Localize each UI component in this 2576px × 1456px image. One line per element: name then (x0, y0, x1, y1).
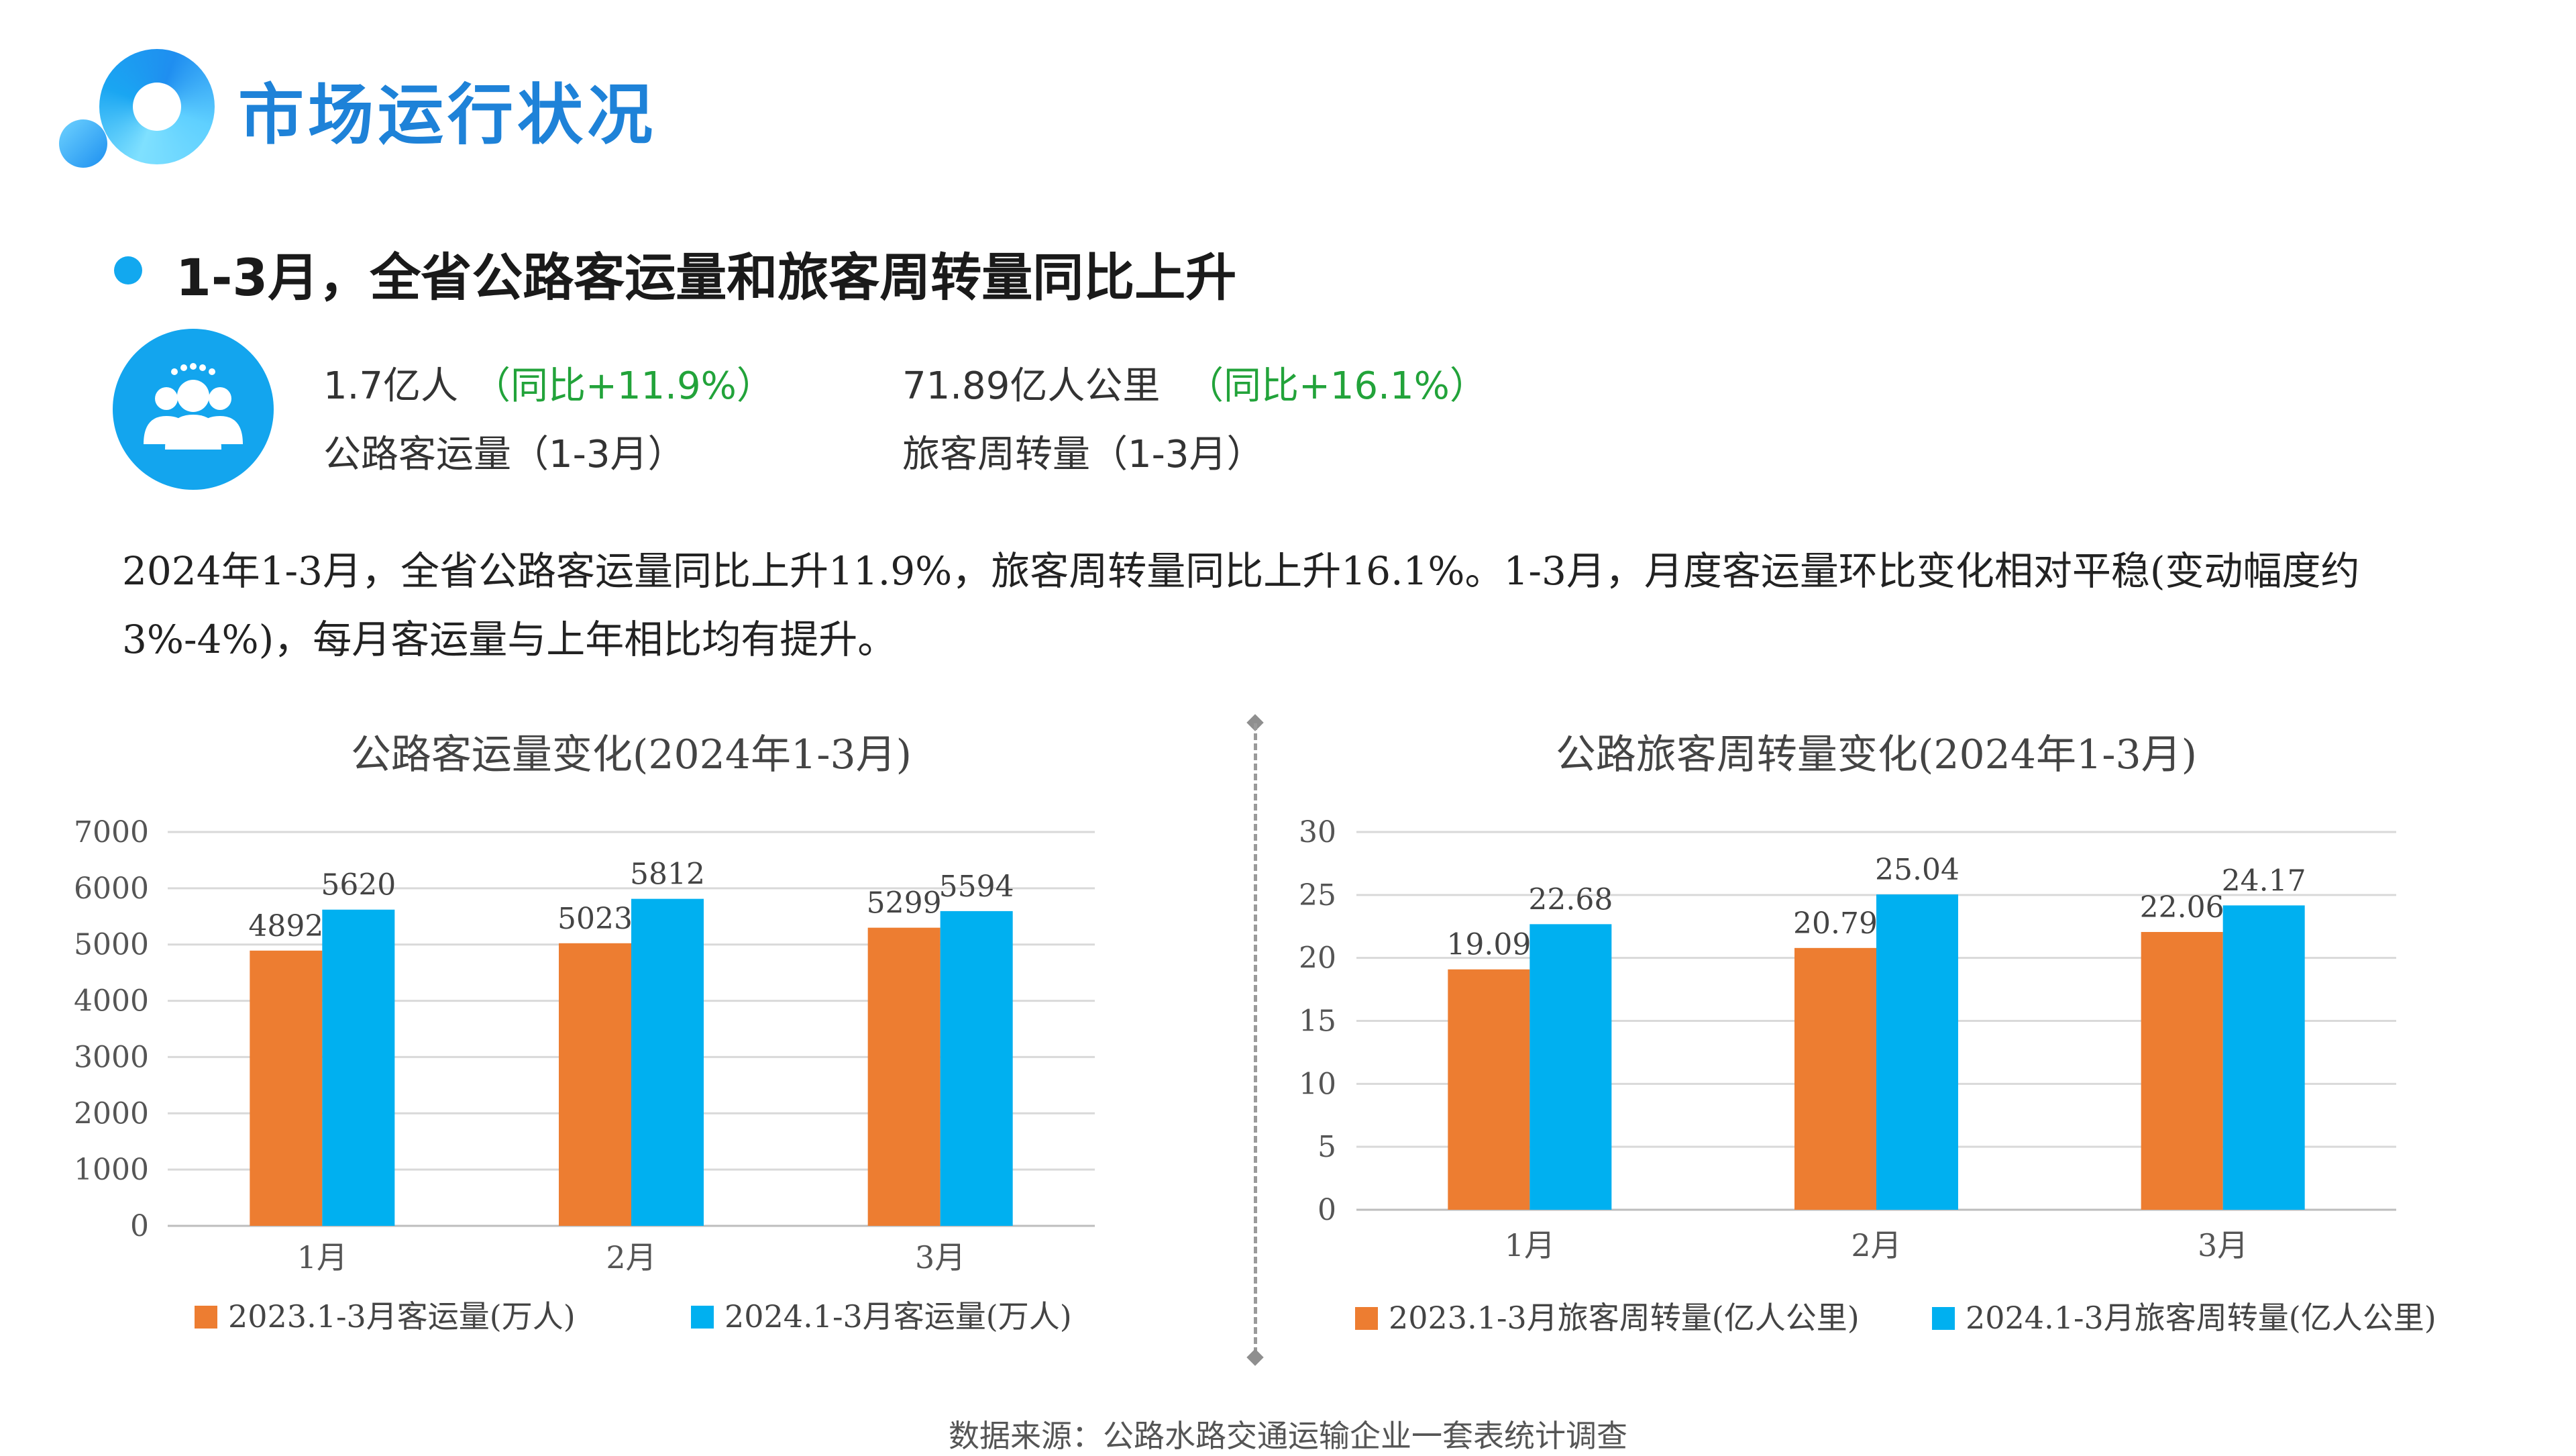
legend-swatch (1355, 1307, 1378, 1330)
y-tick-label: 4000 (74, 984, 149, 1019)
bullet-dot-icon (114, 256, 142, 284)
data-label: 5594 (939, 870, 1014, 904)
legend-label: 2024.1-3月客运量(万人) (724, 1298, 1072, 1335)
y-tick-label: 10 (1299, 1067, 1336, 1101)
y-tick-label: 1000 (74, 1153, 149, 1187)
data-source-note: 数据来源：公路水路交通运输企业一套表统计调查 (949, 1418, 1627, 1454)
data-label: 4892 (248, 909, 323, 943)
legend-swatch (691, 1306, 714, 1329)
bar-series-1 (2141, 932, 2223, 1210)
kpi-1-value: 1.7亿人 (323, 364, 459, 408)
y-tick-label: 25 (1299, 878, 1336, 913)
data-label: 5299 (867, 886, 942, 921)
bar-series-1 (1448, 969, 1530, 1210)
kpi-1-label: 公路客运量（1-3月） (323, 433, 686, 476)
bar-series-1 (1794, 947, 1876, 1210)
page-title: 市场运行状况 (238, 77, 657, 154)
kpi-2-value: 71.89亿人公里 (902, 364, 1161, 408)
bar-series-1 (250, 950, 323, 1226)
chart-title: 公路客运量变化(2024年1-3月) (351, 731, 912, 778)
y-tick-label: 2000 (74, 1096, 149, 1131)
y-tick-label: 0 (1318, 1193, 1336, 1227)
bar-series-1 (559, 943, 631, 1226)
bar-series-2 (940, 911, 1013, 1226)
x-tick-label: 1月 (1505, 1227, 1555, 1263)
data-label: 22.68 (1528, 882, 1613, 917)
passenger-turnover-chart: 公路旅客周转量变化(2024年1-3月) 0 5 10 15 20 25 30 19.09 22.… (1299, 731, 2436, 1336)
bar-series-2 (1876, 894, 1958, 1210)
chart-title: 公路旅客周转量变化(2024年1-3月) (1556, 731, 2197, 778)
legend-label: 2024.1-3月旅客周转量(亿人公里) (1966, 1300, 2436, 1336)
data-label: 25.04 (1875, 853, 1960, 887)
chart-divider (1254, 723, 1257, 1354)
y-tick-label: 15 (1299, 1004, 1336, 1039)
data-label: 24.17 (2222, 864, 2306, 898)
data-label: 5023 (557, 902, 633, 936)
bar-series-2 (631, 898, 704, 1226)
y-tick-label: 5000 (74, 928, 149, 962)
y-tick-label: 3000 (74, 1040, 149, 1074)
y-tick-label: 7000 (74, 815, 149, 849)
summary-paragraph: 2024年1-3月，全省公路客运量同比上升11.9%，旅客周转量同比上升16.1… (122, 548, 2360, 662)
x-tick-label: 3月 (915, 1239, 965, 1276)
y-tick-label: 20 (1299, 941, 1336, 976)
data-label: 5812 (630, 857, 705, 892)
kpi-2-label: 旅客周转量（1-3月） (902, 433, 1265, 476)
bar-series-2 (2222, 905, 2305, 1210)
y-tick-label: 6000 (74, 872, 149, 906)
data-label: 20.79 (1793, 906, 1878, 941)
legend-swatch (195, 1306, 217, 1329)
y-tick-label: 0 (130, 1209, 149, 1243)
people-group-icon (113, 329, 274, 490)
y-tick-label: 30 (1299, 815, 1336, 849)
kpi-2-change: （同比+16.1%） (1186, 364, 1487, 408)
legend-label: 2023.1-3月旅客周转量(亿人公里) (1389, 1300, 1860, 1336)
x-tick-label: 3月 (2198, 1227, 2248, 1263)
bar-series-2 (322, 909, 395, 1226)
data-label: 5620 (321, 868, 396, 902)
x-tick-label: 2月 (1851, 1227, 1901, 1263)
bar-series-2 (1529, 924, 1612, 1210)
data-label: 22.06 (2140, 890, 2224, 925)
logo-small-circle-icon (59, 119, 107, 168)
x-tick-label: 2月 (606, 1239, 656, 1276)
data-label: 19.09 (1446, 928, 1531, 962)
headline: 1-3月，全省公路客运量和旅客周转量同比上升 (176, 248, 1237, 307)
legend-swatch (1932, 1307, 1955, 1330)
passenger-volume-chart: 公路客运量变化(2024年1-3月) 0 1000 2000 3000 4000 5000 6… (74, 731, 1095, 1335)
x-tick-label: 1月 (297, 1239, 347, 1276)
logo-ring-hole (133, 83, 181, 131)
legend-label: 2023.1-3月客运量(万人) (228, 1298, 576, 1335)
kpi-1-change: （同比+11.9%） (473, 364, 774, 408)
y-tick-label: 5 (1318, 1130, 1336, 1164)
bar-series-1 (867, 927, 941, 1226)
